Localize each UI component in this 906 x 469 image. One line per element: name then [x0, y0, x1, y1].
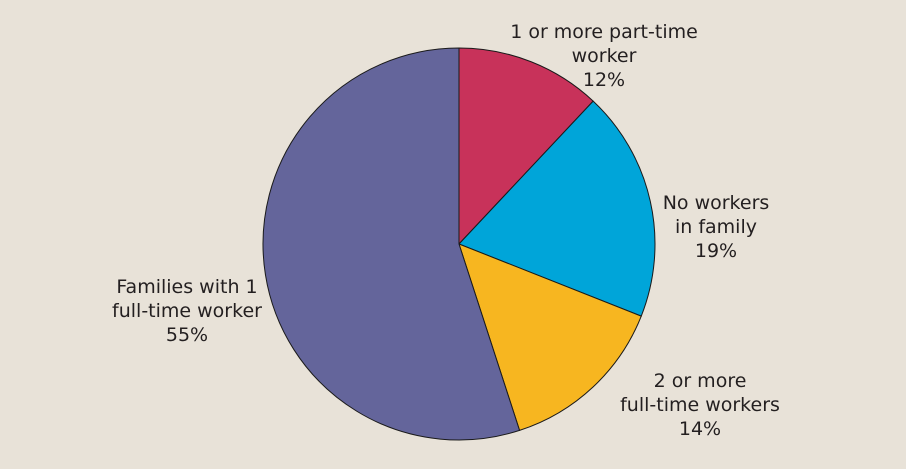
slice-value-label: 19%	[695, 240, 737, 262]
slice-label-line: in family	[675, 216, 757, 238]
slice-value-label: 55%	[166, 324, 208, 346]
slice-label-line: 1 or more part-time	[510, 21, 698, 43]
slice-label-line: full-time workers	[620, 394, 780, 416]
slice-label-line: worker	[572, 45, 637, 67]
slice-label-3: Families with 1 full-time worker 55%	[112, 276, 262, 346]
pie-slice-0	[458, 47, 594, 245]
pie-slice-3	[262, 47, 521, 441]
slice-value-label: 14%	[679, 418, 721, 440]
slice-label-line: No workers	[663, 192, 770, 214]
slice-label-0: 1 or more part-time worker 12%	[510, 21, 698, 91]
slice-label-2: 2 or more full-time workers 14%	[620, 370, 780, 440]
slice-label-1: No workers in family 19%	[663, 192, 770, 262]
slice-label-line: full-time worker	[112, 300, 262, 322]
slice-label-line: 2 or more	[654, 370, 747, 392]
slice-label-line: Families with 1	[116, 276, 257, 298]
pie-slice-1	[458, 100, 656, 317]
slice-value-label: 12%	[583, 69, 625, 91]
